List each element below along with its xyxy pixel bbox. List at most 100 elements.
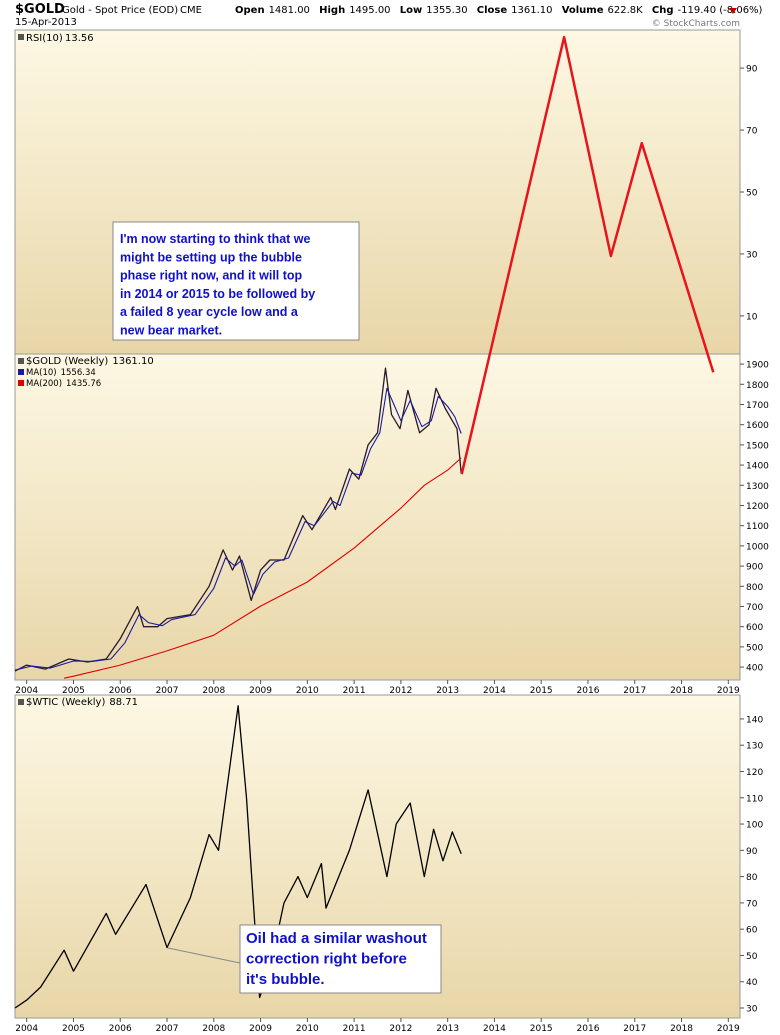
credit: © StockCharts.com <box>652 19 740 29</box>
annotation-text: Oil had a similar washout <box>246 930 427 947</box>
stat-value: 1481.00 <box>269 5 310 16</box>
x-tick-label: 2019 <box>717 686 740 696</box>
x-tick-label: 2005 <box>62 686 85 696</box>
annotation-text: I'm now starting to think that we <box>120 232 311 246</box>
y-tick-label: 1700 <box>746 401 769 411</box>
y-tick-label: 60 <box>746 926 758 936</box>
legend-icon <box>18 699 24 705</box>
x-tick-label: 2018 <box>670 1024 693 1034</box>
x-tick-label: 2013 <box>436 686 459 696</box>
stat-value: 622.8K <box>608 5 644 16</box>
series-line <box>14 387 462 671</box>
y-tick-label: 700 <box>746 603 763 613</box>
x-tick-label: 2009 <box>249 686 272 696</box>
stat-label: High <box>319 5 345 16</box>
x-tick-label: 2015 <box>530 686 553 696</box>
x-tick-label: 2011 <box>343 686 366 696</box>
annotation-text: correction right before <box>246 951 407 968</box>
stat-value: 1361.10 <box>511 5 552 16</box>
annotation-text: it's bubble. <box>246 971 325 988</box>
annotation-text: a failed 8 year cycle low and a <box>120 305 299 319</box>
legend-name: $WTIC (Weekly) <box>26 697 105 708</box>
date: 15-Apr-2013 <box>15 17 77 28</box>
y-tick-label: 900 <box>746 563 763 573</box>
stat-label: Low <box>400 5 422 16</box>
x-tick-label: 2019 <box>717 1024 740 1034</box>
legend-label: MA(200) 1435.76 <box>26 379 101 389</box>
exchange: CME <box>180 5 202 16</box>
legend-label: $WTIC (Weekly) 88.71 <box>26 697 138 708</box>
y-tick-label: 70 <box>746 899 758 909</box>
y-tick-label: 10 <box>746 312 758 322</box>
x-tick-label: 2007 <box>156 1024 179 1034</box>
y-tick-label: 100 <box>746 821 763 831</box>
legend-label: $GOLD (Weekly) 1361.10 <box>26 356 154 367</box>
legend-label: RSI(10) <box>26 33 63 44</box>
x-tick-label: 2014 <box>483 1024 506 1034</box>
stat-label: Close <box>477 5 508 16</box>
y-tick-label: 500 <box>746 643 763 653</box>
x-tick-label: 2009 <box>249 1024 272 1034</box>
y-tick-label: 1800 <box>746 381 769 391</box>
y-tick-label: 50 <box>746 952 758 962</box>
x-tick-label: 2014 <box>483 686 506 696</box>
y-tick-label: 80 <box>746 873 758 883</box>
legend-value: 13.56 <box>65 33 94 44</box>
x-tick-label: 2006 <box>109 1024 132 1034</box>
x-tick-label: 2012 <box>389 686 412 696</box>
legend-name: MA(10) <box>26 368 57 378</box>
y-tick-label: 130 <box>746 742 763 752</box>
y-tick-label: 140 <box>746 715 763 725</box>
y-tick-label: 1900 <box>746 361 769 371</box>
x-tick-label: 2012 <box>389 1024 412 1034</box>
series-line <box>14 367 462 672</box>
y-tick-label: 30 <box>746 250 758 260</box>
y-tick-label: 70 <box>746 127 758 137</box>
symbol: $GOLD <box>15 2 65 17</box>
legend-icon <box>18 34 24 40</box>
y-tick-label: 1400 <box>746 462 769 472</box>
y-tick-label: 30 <box>746 1005 758 1015</box>
y-tick-label: 90 <box>746 847 758 857</box>
x-tick-label: 2004 <box>15 1024 38 1034</box>
panel-background <box>14 353 741 681</box>
y-tick-label: 600 <box>746 623 763 633</box>
x-tick-label: 2004 <box>15 686 38 696</box>
annotation-pointer <box>167 947 241 964</box>
x-tick-label: 2016 <box>577 686 600 696</box>
y-tick-label: 40 <box>746 978 758 988</box>
stats: Open 1481.00 High 1495.00 Low 1355.30 Close… <box>235 5 763 16</box>
legend-value: 1435.76 <box>66 379 101 389</box>
x-tick-label: 2017 <box>623 686 646 696</box>
annotation-text: in 2014 or 2015 to be followed by <box>120 287 315 301</box>
x-tick-label: 2008 <box>202 686 225 696</box>
forecast-line <box>460 35 715 475</box>
annotation-box <box>112 221 360 341</box>
x-tick-label: 2016 <box>577 1024 600 1034</box>
stat-value: 1495.00 <box>349 5 390 16</box>
legend-value: 1361.10 <box>112 356 153 367</box>
stat-value: 1355.30 <box>426 5 467 16</box>
legend-icon <box>18 369 24 375</box>
x-tick-label: 2010 <box>296 1024 319 1034</box>
legend-label: MA(10) 1556.34 <box>26 368 96 378</box>
annotation-text: might be setting up the bubble <box>120 250 302 264</box>
legend-name: MA(200) <box>26 379 62 389</box>
legend-value: 1556.34 <box>61 368 96 378</box>
legend-value: 88.71 <box>109 697 138 708</box>
stat-value: -119.40 (-8.06%) <box>678 5 763 16</box>
x-tick-label: 2013 <box>436 1024 459 1034</box>
annotation-text: phase right now, and it will top <box>120 269 303 283</box>
legend-name: $GOLD (Weekly) <box>26 356 108 367</box>
x-tick-label: 2011 <box>343 1024 366 1034</box>
x-tick-label: 2010 <box>296 686 319 696</box>
annotation-text: new bear market. <box>120 324 222 338</box>
stat-label: Volume <box>562 5 604 16</box>
x-tick-label: 2017 <box>623 1024 646 1034</box>
instrument-name: Gold - Spot Price (EOD) <box>62 5 178 16</box>
y-tick-label: 1600 <box>746 421 769 431</box>
x-tick-label: 2006 <box>109 686 132 696</box>
y-tick-label: 1200 <box>746 502 769 512</box>
y-tick-label: 1100 <box>746 522 769 532</box>
